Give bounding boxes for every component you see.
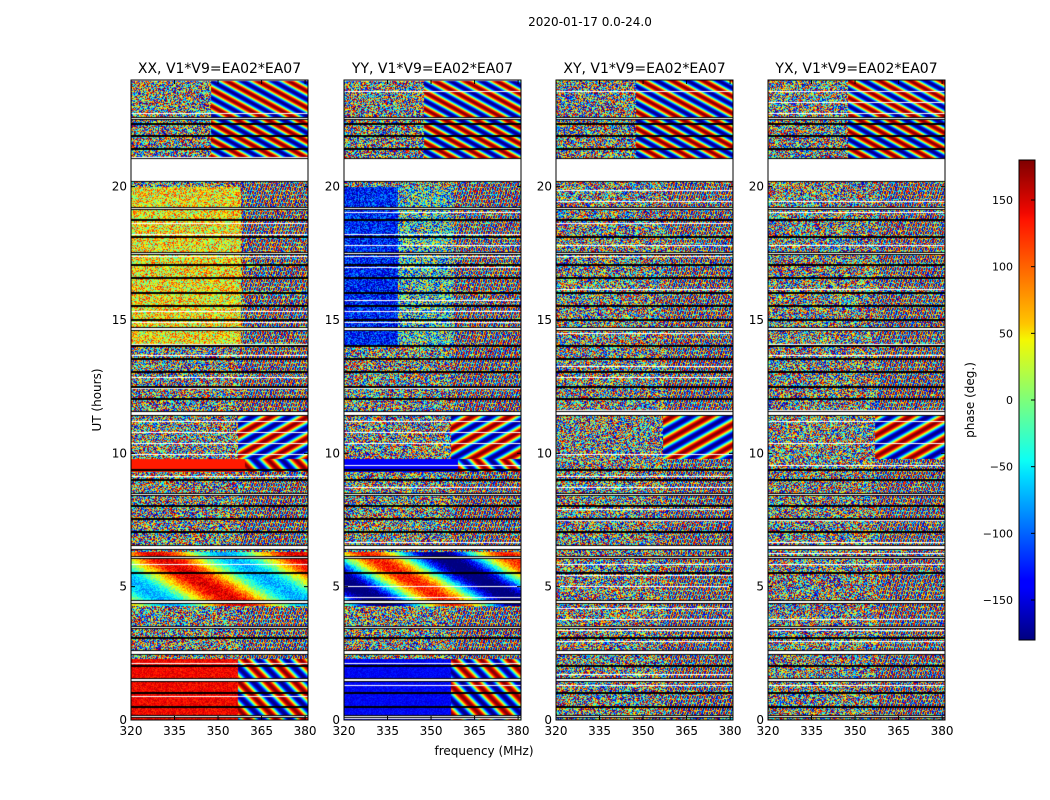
x-tick-label: 365 bbox=[463, 724, 486, 738]
x-tick-label: 365 bbox=[675, 724, 698, 738]
axes-frame bbox=[767, 79, 946, 721]
panel-title: YX, V1*V9=EA02*EA07 bbox=[774, 61, 937, 77]
axes-frame bbox=[555, 79, 734, 721]
colorbar-tick-label: −50 bbox=[990, 461, 1013, 474]
y-tick-label: 15 bbox=[325, 313, 340, 327]
x-tick-label: 335 bbox=[588, 724, 611, 738]
y-tick-label: 5 bbox=[332, 580, 340, 594]
x-tick-label: 380 bbox=[719, 724, 742, 738]
panel-yy: YY, V1*V9=EA02*EA07 320 335 350 365 380 0 5 10 15… bbox=[325, 61, 530, 738]
phase-heatmap bbox=[344, 80, 521, 720]
colorbar-tick-label: 150 bbox=[992, 194, 1013, 207]
colorbar-tick-label: 0 bbox=[1006, 394, 1013, 407]
colorbar: −150 −100 −50 0 50 100 150 phase (deg.) bbox=[963, 159, 1036, 641]
colorbar-label: phase (deg.) bbox=[963, 362, 977, 438]
x-tick-label: 320 bbox=[120, 724, 143, 738]
x-tick-label: 380 bbox=[294, 724, 317, 738]
colorbar-ticks: −150 −100 −50 0 50 100 150 bbox=[983, 194, 1035, 607]
x-tick-label: 320 bbox=[757, 724, 780, 738]
y-tick-label: 0 bbox=[756, 713, 764, 727]
y-tick-label: 10 bbox=[112, 446, 127, 460]
axes-frame bbox=[343, 79, 522, 721]
y-tick-label: 15 bbox=[112, 313, 127, 327]
colorbar-tick-label: −100 bbox=[983, 527, 1013, 540]
y-tick-label: 5 bbox=[756, 580, 764, 594]
x-tick-label: 380 bbox=[931, 724, 954, 738]
x-tick-label: 320 bbox=[545, 724, 568, 738]
phase-heatmap bbox=[131, 80, 308, 720]
phase-heatmap bbox=[556, 80, 733, 720]
panel-title: YY, V1*V9=EA02*EA07 bbox=[351, 61, 513, 77]
figure-suptitle: 2020-01-17 0.0-24.0 bbox=[528, 15, 652, 29]
panel-xx: XX, V1*V9=EA02*EA07 320 335 350 365 380 0 5 10 15… bbox=[112, 61, 317, 738]
x-tick-label: 335 bbox=[800, 724, 823, 738]
y-tick-label: 20 bbox=[112, 180, 127, 194]
y-tick-label: 0 bbox=[119, 713, 127, 727]
axes-frame bbox=[130, 79, 309, 721]
x-tick-label: 365 bbox=[887, 724, 910, 738]
y-tick-label: 10 bbox=[325, 446, 340, 460]
panel-title: XY, V1*V9=EA02*EA07 bbox=[563, 61, 725, 77]
x-tick-label: 350 bbox=[420, 724, 443, 738]
x-tick-label: 320 bbox=[333, 724, 356, 738]
colorbar-tick-label: 100 bbox=[992, 261, 1013, 274]
y-tick-label: 20 bbox=[537, 180, 552, 194]
panel-yx: YX, V1*V9=EA02*EA07 320 335 350 365 380 0 5 10 15… bbox=[749, 61, 954, 738]
colorbar-tick-label: 50 bbox=[999, 327, 1013, 340]
y-tick-label: 0 bbox=[544, 713, 552, 727]
y-tick-label: 5 bbox=[544, 580, 552, 594]
phase-heatmap bbox=[768, 80, 945, 720]
x-tick-label: 350 bbox=[844, 724, 867, 738]
x-tick-label: 335 bbox=[163, 724, 186, 738]
x-axis-label: frequency (MHz) bbox=[434, 744, 533, 758]
x-tick-label: 380 bbox=[507, 724, 530, 738]
x-tick-label: 350 bbox=[207, 724, 230, 738]
y-tick-label: 20 bbox=[325, 180, 340, 194]
y-tick-label: 10 bbox=[537, 446, 552, 460]
y-tick-label: 15 bbox=[749, 313, 764, 327]
y-tick-label: 5 bbox=[119, 580, 127, 594]
y-axis-label: UT (hours) bbox=[90, 368, 104, 431]
colorbar-tick-label: −150 bbox=[983, 594, 1013, 607]
panel-xy: XY, V1*V9=EA02*EA07 320 335 350 365 380 0 5 10 15… bbox=[537, 61, 742, 738]
panels: XX, V1*V9=EA02*EA07 320 335 350 365 380 0 5 10 15… bbox=[112, 61, 954, 738]
y-tick-label: 0 bbox=[332, 713, 340, 727]
panel-title: XX, V1*V9=EA02*EA07 bbox=[138, 61, 301, 77]
x-tick-label: 335 bbox=[376, 724, 399, 738]
y-tick-label: 10 bbox=[749, 446, 764, 460]
x-tick-label: 365 bbox=[250, 724, 273, 738]
y-tick-label: 15 bbox=[537, 313, 552, 327]
x-tick-label: 350 bbox=[632, 724, 655, 738]
y-tick-label: 20 bbox=[749, 180, 764, 194]
